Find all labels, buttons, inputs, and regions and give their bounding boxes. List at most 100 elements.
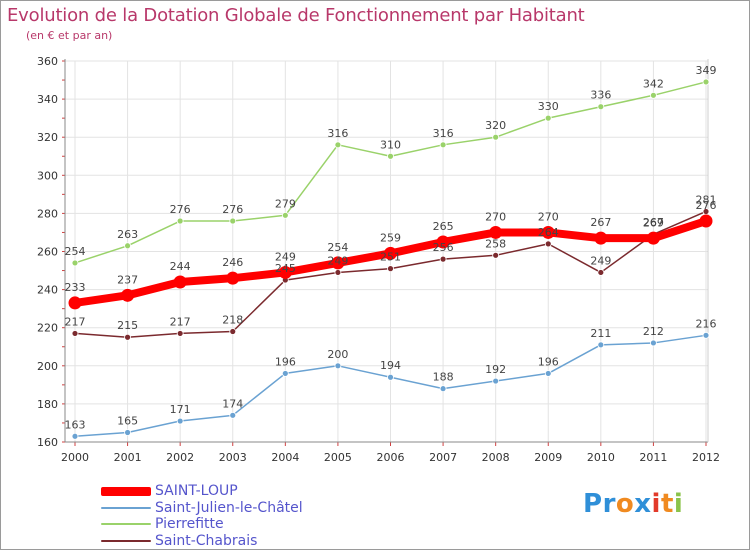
data-label: 249 [327,254,348,267]
y-tick-label: 260 [37,246,58,259]
x-tick-label: 2003 [219,451,247,464]
data-label: 192 [485,363,506,376]
data-point [650,91,657,99]
x-tick-label: 2004 [271,451,299,464]
data-label: 270 [485,210,506,223]
y-tick-label: 340 [37,93,58,106]
data-label: 276 [222,203,243,216]
legend-swatch [101,506,151,509]
data-label: 196 [275,355,296,368]
data-label: 259 [380,231,401,244]
data-label: 246 [222,256,243,269]
data-point [439,255,447,263]
data-point [597,269,605,276]
y-tick-label: 360 [37,55,58,68]
data-point [436,235,450,249]
data-point [334,141,342,149]
data-label: 244 [170,260,191,273]
data-point [387,265,394,273]
chart-subtitle: (en € et par an) [26,29,113,42]
x-tick-label: 2001 [114,451,142,464]
data-label: 267 [643,216,664,229]
data-label: 276 [170,203,191,216]
data-point [702,78,710,86]
logo-letter: i [651,489,661,519]
data-point [439,385,447,393]
data-label: 320 [485,119,506,132]
data-label: 267 [590,216,611,229]
legend-swatch [101,539,151,542]
logo-letter: x [634,489,652,519]
data-label: 212 [643,325,664,338]
data-label: 276 [696,199,717,212]
data-point [229,217,237,225]
legend-swatch [101,523,151,526]
grid-layer [65,60,708,443]
data-point [226,271,240,285]
data-label: 256 [433,241,454,254]
data-label: 217 [65,315,86,328]
data-label: 217 [170,315,191,328]
data-point [278,265,292,279]
y-tick-label: 220 [37,322,58,335]
data-label: 233 [65,281,86,294]
data-label: 336 [590,89,611,102]
data-point [71,432,79,440]
data-label: 215 [117,319,138,332]
data-label: 174 [222,397,243,410]
proxiti-logo: Proxiti [583,489,683,519]
data-label: 263 [117,228,138,241]
data-point [173,275,187,289]
data-point [489,225,503,239]
data-point [646,231,660,245]
data-label: 194 [380,359,401,372]
data-point [68,296,82,310]
logo-letter: o [615,489,635,519]
legend-label: Saint-Chabrais [155,532,258,549]
data-label: 342 [643,77,664,90]
data-point [544,240,552,248]
data-label: 188 [433,371,454,384]
data-label: 254 [327,241,348,254]
x-tick-label: 2010 [587,451,615,464]
data-point [699,214,713,228]
y-tick-label: 200 [37,360,58,373]
data-label: 171 [170,403,191,416]
data-label: 249 [275,250,296,263]
data-point [281,370,289,377]
data-label: 211 [590,327,611,340]
data-label: 310 [380,138,401,151]
data-label: 254 [65,245,86,258]
data-label: 196 [538,355,559,368]
data-point [597,103,605,111]
data-point [124,429,131,436]
legend-label: Pierrefitte [155,516,224,532]
y-tick-label: 240 [37,284,58,297]
data-point [492,251,500,259]
data-label: 165 [117,414,138,427]
data-point [281,211,289,219]
data-point [492,133,500,141]
data-point [124,333,131,341]
data-label: 269 [643,216,664,229]
data-point [702,208,710,215]
data-point [334,269,342,276]
y-tick-label: 160 [37,436,58,449]
data-point [176,417,184,425]
y-tick-label: 320 [37,131,58,144]
y-tick-label: 280 [37,207,58,220]
data-point [387,152,394,160]
x-tick-label: 2006 [377,451,405,464]
data-point [544,370,552,377]
data-label: 281 [696,193,717,206]
x-tick-label: 2012 [692,451,720,464]
data-label: 265 [433,220,454,233]
data-label: 316 [433,127,454,140]
data-label: 218 [222,314,243,327]
data-label: 245 [275,262,296,275]
legend-label: SAINT-LOUP [155,483,238,499]
data-point [334,362,342,370]
data-point [541,225,555,239]
